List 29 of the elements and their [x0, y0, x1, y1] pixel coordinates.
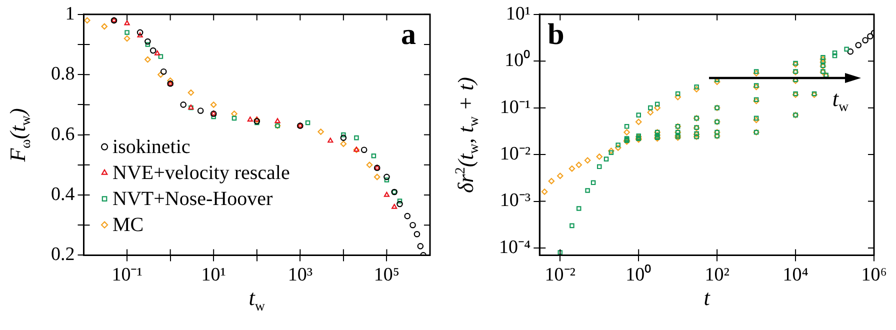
y-tick-label: 0.8: [51, 64, 75, 85]
legend-label: isokinetic: [112, 136, 190, 158]
x-tick-label: 10⁰: [626, 264, 652, 286]
x-tick-label: 10⁶: [861, 264, 887, 286]
x-axis-title: t: [704, 285, 710, 312]
legend-label: MC: [112, 214, 144, 236]
x-tick-label: 10³: [288, 264, 313, 286]
legend-label: NVT+Nose-Hoover: [112, 188, 273, 210]
x-tick-label: 10⁻¹: [112, 264, 143, 286]
y-tick-label: 1: [65, 3, 75, 24]
y-tick-label: 0.6: [51, 124, 75, 145]
legend-label: NVE+velocity rescale: [112, 162, 290, 184]
y-tick-label: 10⁻⁴: [499, 236, 531, 258]
x-axis-title: t$_{w}$: [248, 285, 265, 316]
annotation: b: [548, 18, 564, 52]
annotation: a: [401, 18, 416, 52]
x-tick-label: 10²: [704, 264, 730, 286]
annotation: t$_{w}$: [832, 86, 849, 116]
y-tick-label: 10⁻³: [500, 190, 531, 212]
y-tick-label: 10⁻¹: [500, 96, 531, 118]
y-tick-label: 10⁻²: [500, 144, 531, 165]
y-tick-label: 0.2: [51, 244, 75, 266]
x-tick-label: 10¹: [201, 264, 226, 286]
x-tick-label: 10⁴: [782, 264, 809, 286]
x-tick-label: 10⁵: [374, 264, 400, 286]
y-tick-label: 10⁰: [504, 49, 531, 72]
x-tick-label: 10⁻²: [544, 264, 576, 286]
y-tick-label: 10¹: [506, 3, 531, 24]
y-tick-label: 0.4: [51, 184, 76, 205]
